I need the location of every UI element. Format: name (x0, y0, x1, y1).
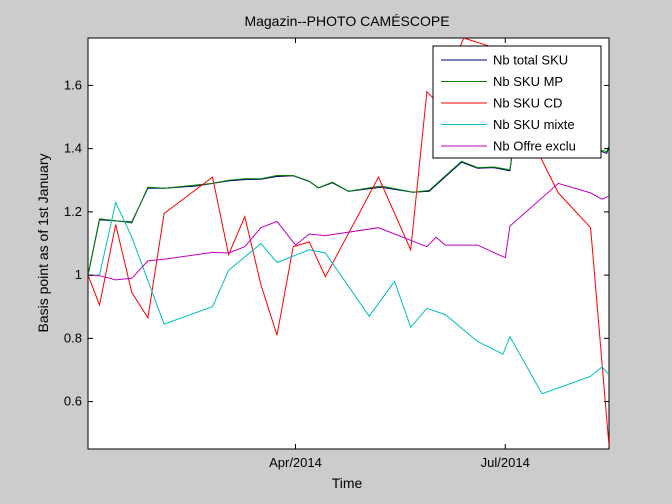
legend-label: Nb SKU CD (493, 96, 562, 111)
legend-label: Nb SKU mixte (493, 117, 575, 132)
series-line-2 (88, 119, 609, 276)
chart-title: Magazin--PHOTO CAMÉSCOPE (244, 13, 449, 29)
tick-layer: 0.6 0.8 1 1.2 1.4 1.6 Apr/2014 Jul/2014 (64, 38, 609, 470)
legend-label: Nb Offre exclu (493, 139, 576, 154)
series-line-5 (88, 182, 609, 281)
x-axis-title: Time (332, 475, 363, 491)
y-tick-label: 1.6 (64, 77, 82, 92)
y-tick-label: 0.8 (64, 330, 82, 345)
legend: Nb total SKU Nb SKU MP Nb SKU CD Nb SKU mix… (432, 45, 602, 159)
y-tick-label: 1.2 (64, 204, 82, 219)
series-line-4 (88, 200, 609, 395)
series-layer (88, 38, 609, 446)
legend-label: Nb SKU MP (493, 74, 563, 89)
legend-label: Nb total SKU (493, 53, 568, 68)
x-tick-label: Apr/2014 (269, 455, 322, 470)
y-tick-label: 1 (75, 267, 82, 282)
y-tick-label: 0.6 (64, 394, 82, 409)
legend-box (432, 45, 602, 159)
y-tick-label: 1.4 (64, 141, 82, 156)
x-tick-label: Jul/2014 (481, 455, 530, 470)
y-axis-title: Basis point as of 1st January (35, 154, 51, 333)
